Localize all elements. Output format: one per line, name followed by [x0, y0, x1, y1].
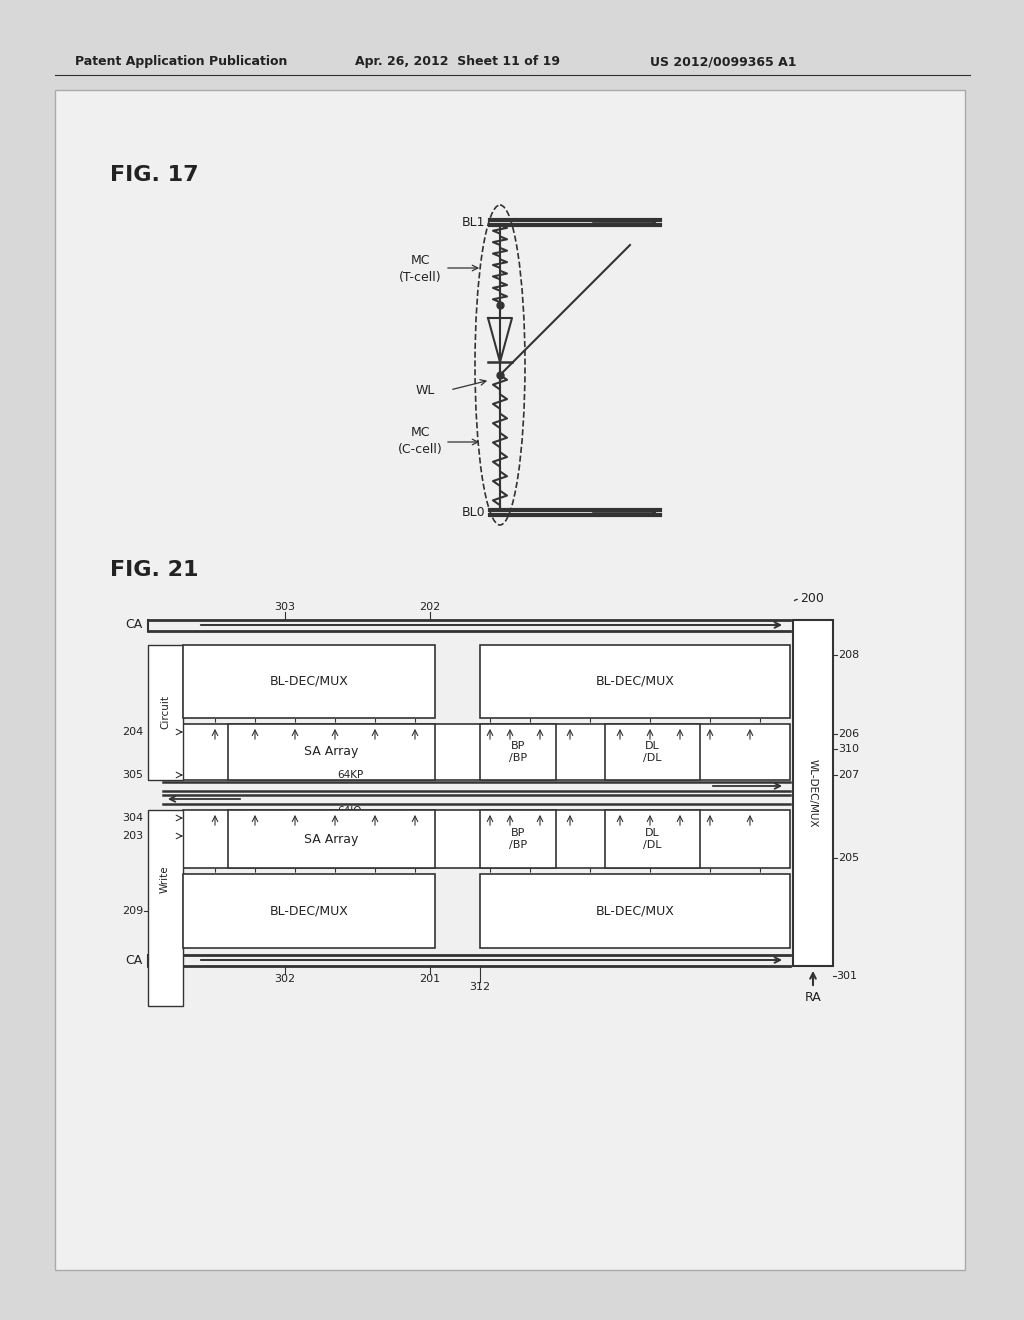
Text: 305: 305 — [122, 770, 143, 780]
Text: 208: 208 — [838, 649, 859, 660]
Bar — [148, 645, 183, 780]
Bar — [480, 723, 556, 780]
Text: 64IO: 64IO — [338, 807, 362, 816]
Text: BP
/BP: BP /BP — [509, 742, 527, 763]
Text: 200: 200 — [800, 591, 824, 605]
Text: Patent Application Publication: Patent Application Publication — [75, 55, 288, 69]
Text: 202: 202 — [420, 602, 440, 612]
Bar — [480, 810, 556, 869]
Text: SA Array: SA Array — [304, 746, 358, 759]
Text: 203: 203 — [122, 832, 143, 841]
Bar — [480, 874, 790, 948]
Text: (T-cell): (T-cell) — [398, 272, 441, 285]
Text: BL-DEC/MUX: BL-DEC/MUX — [269, 675, 348, 688]
Text: DL
/DL: DL /DL — [643, 742, 662, 763]
Bar — [183, 810, 790, 869]
Text: MC: MC — [411, 425, 430, 438]
Bar — [605, 723, 700, 780]
Text: WL: WL — [416, 384, 434, 396]
Text: Apr. 26, 2012  Sheet 11 of 19: Apr. 26, 2012 Sheet 11 of 19 — [355, 55, 560, 69]
Text: Circuit: Circuit — [160, 696, 170, 729]
Text: FIG. 21: FIG. 21 — [110, 560, 199, 579]
Text: 204: 204 — [122, 727, 143, 737]
Text: 209: 209 — [122, 906, 143, 916]
Text: RA: RA — [805, 991, 821, 1005]
Text: BL1: BL1 — [462, 215, 485, 228]
Bar — [793, 620, 833, 966]
Text: BL-DEC/MUX: BL-DEC/MUX — [596, 675, 675, 688]
Text: MC: MC — [411, 253, 430, 267]
Text: 205: 205 — [838, 853, 859, 863]
Text: CA: CA — [126, 953, 143, 966]
Text: 303: 303 — [274, 602, 296, 612]
Text: FIG. 17: FIG. 17 — [110, 165, 199, 185]
Text: BL-DEC/MUX: BL-DEC/MUX — [269, 904, 348, 917]
Text: 304: 304 — [122, 813, 143, 822]
Bar — [228, 723, 435, 780]
Text: WL-DEC/MUX: WL-DEC/MUX — [808, 759, 818, 828]
Bar — [55, 90, 965, 1270]
Bar — [480, 645, 790, 718]
Text: CA: CA — [126, 619, 143, 631]
Text: 206: 206 — [838, 729, 859, 739]
Text: 301: 301 — [836, 972, 857, 981]
Bar — [605, 810, 700, 869]
Text: DL
/DL: DL /DL — [643, 828, 662, 850]
Text: US 2012/0099365 A1: US 2012/0099365 A1 — [650, 55, 797, 69]
Text: (C-cell): (C-cell) — [397, 444, 442, 457]
Bar — [183, 645, 435, 718]
Text: 201: 201 — [420, 974, 440, 983]
Text: BL-DEC/MUX: BL-DEC/MUX — [596, 904, 675, 917]
Text: BP
/BP: BP /BP — [509, 828, 527, 850]
Bar — [183, 874, 435, 948]
Text: 302: 302 — [274, 974, 296, 983]
Text: SA Array: SA Array — [304, 833, 358, 846]
Bar — [228, 810, 435, 869]
Text: Write: Write — [160, 865, 170, 892]
Text: 312: 312 — [469, 982, 490, 993]
Bar — [148, 810, 183, 1006]
Text: 310: 310 — [838, 744, 859, 754]
Text: 207: 207 — [838, 770, 859, 780]
Text: 64KP: 64KP — [337, 770, 364, 780]
Bar — [183, 723, 790, 780]
Text: BL0: BL0 — [462, 506, 485, 519]
